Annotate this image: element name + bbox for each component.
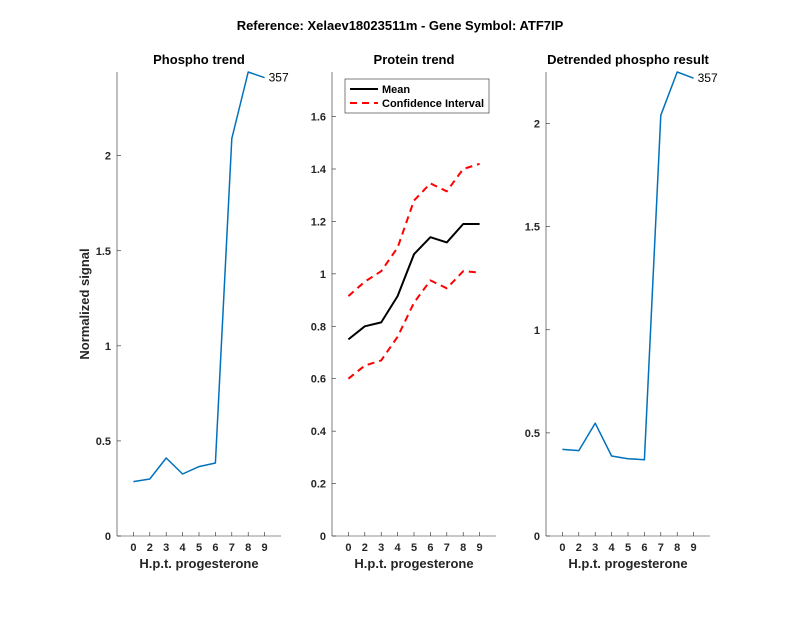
y-tick-label: 1.2	[311, 216, 326, 228]
y-tick-label: 1	[320, 269, 326, 281]
x-tick-label: 9	[262, 542, 268, 554]
series-line-357	[133, 71, 265, 483]
x-tick-label: 4	[609, 542, 616, 554]
x-tick-label: 7	[229, 542, 235, 554]
series-line-mean	[347, 223, 480, 341]
y-tick-label: 0.8	[311, 321, 326, 333]
series-line-357	[562, 71, 694, 461]
panel-title: Protein trend	[374, 52, 455, 67]
legend-label: Mean	[382, 84, 410, 96]
legend-box	[344, 78, 490, 114]
y-tick-label: 2	[105, 151, 111, 163]
legend: Mean Confidence Interval	[344, 78, 490, 114]
x-tick-label: 6	[212, 542, 218, 554]
y-tick-label: 1	[105, 341, 111, 353]
y-tick-label: 1.6	[311, 112, 326, 124]
y-tick-label: 1	[534, 325, 540, 337]
x-tick-label: 5	[196, 542, 202, 554]
y-tick-label: 0.5	[96, 436, 111, 448]
y-tick-label: 0	[320, 531, 326, 543]
y-tick-label: 1.5	[525, 222, 540, 234]
x-tick-label: 0	[559, 542, 565, 554]
x-tick-label: 0	[345, 542, 351, 554]
y-tick-label: 0.2	[311, 479, 326, 491]
x-tick-label: 5	[625, 542, 631, 554]
y-tick-label: 2	[534, 119, 540, 131]
x-axis-label: H.p.t. progesterone	[568, 556, 687, 571]
x-tick-label: 3	[592, 542, 598, 554]
x-tick-label: 2	[576, 542, 582, 554]
x-tick-label: 8	[674, 542, 680, 554]
x-tick-label: 8	[245, 542, 251, 554]
series-line-confidence-interval	[347, 162, 480, 297]
y-tick-label: 0	[534, 531, 540, 543]
series-line-confidence-interval-lower	[347, 270, 480, 380]
x-tick-label: 3	[378, 542, 384, 554]
x-tick-label: 3	[163, 542, 169, 554]
x-axis-label: H.p.t. progesterone	[354, 556, 473, 571]
y-tick-label: 0.4	[311, 426, 327, 438]
x-tick-label: 2	[362, 542, 368, 554]
legend-label: Confidence Interval	[382, 98, 484, 110]
x-tick-label: 6	[427, 542, 433, 554]
y-tick-label: 0.6	[311, 374, 326, 386]
x-tick-label: 9	[477, 542, 483, 554]
y-tick-label: 0	[105, 531, 111, 543]
x-tick-label: 4	[180, 542, 187, 554]
x-tick-label: 7	[444, 542, 450, 554]
x-tick-label: 2	[147, 542, 153, 554]
x-axis-label: H.p.t. progesterone	[139, 556, 258, 571]
x-tick-label: 6	[641, 542, 647, 554]
x-tick-label: 9	[691, 542, 697, 554]
x-tick-label: 4	[395, 542, 402, 554]
x-tick-label: 7	[658, 542, 664, 554]
y-tick-label: 1.4	[311, 164, 327, 176]
x-tick-label: 0	[130, 542, 136, 554]
x-tick-label: 8	[460, 542, 466, 554]
figure-title: Reference: Xelaev18023511m - Gene Symbol…	[237, 18, 564, 33]
series-end-label: 357	[698, 71, 718, 85]
panel-title: Detrended phospho result	[547, 52, 709, 67]
panel-title: Phospho trend	[153, 52, 245, 67]
series-end-label: 357	[269, 71, 289, 85]
y-tick-label: 0.5	[525, 428, 540, 440]
y-tick-label: 1.5	[96, 246, 111, 258]
x-tick-label: 5	[411, 542, 417, 554]
y-axis-label: Normalized signal	[77, 248, 92, 359]
